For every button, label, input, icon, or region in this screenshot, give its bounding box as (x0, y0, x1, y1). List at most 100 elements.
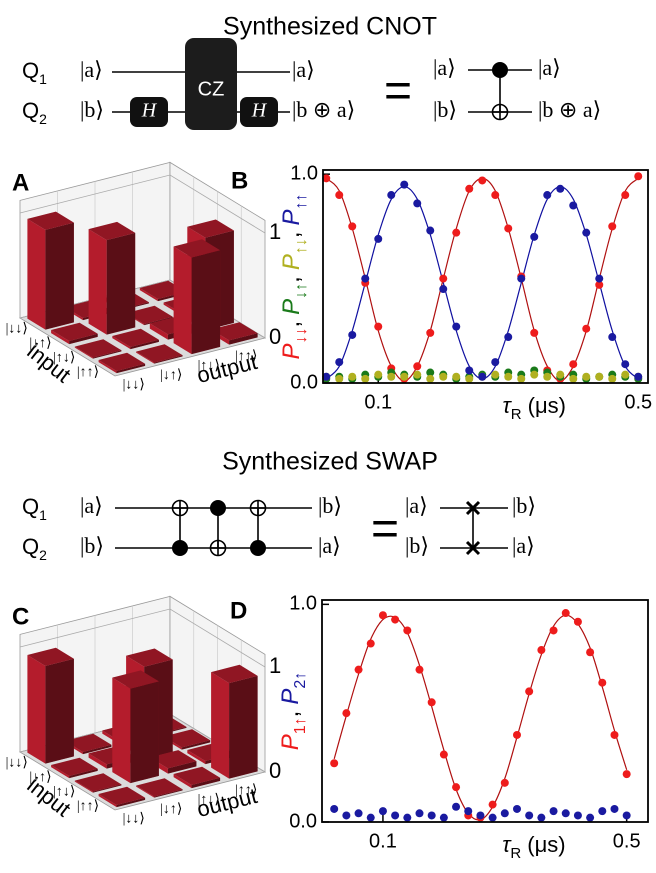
bar-shade (69, 768, 98, 779)
series-sub: ↑↓ (293, 238, 310, 254)
bar (112, 670, 159, 784)
bar-shade (116, 363, 146, 374)
bar-shade (173, 766, 221, 785)
bar-shade (27, 647, 74, 666)
bar-face (211, 672, 230, 779)
bar-shade (163, 729, 211, 748)
bar-shade (191, 777, 221, 789)
data-point (361, 274, 370, 283)
data-point (549, 807, 558, 816)
target (491, 103, 509, 121)
bar-face (51, 765, 70, 779)
bar-shade (173, 239, 221, 258)
bar-shade (136, 344, 183, 363)
cnot-circuit: Synthesized CNOT Q1 Q2 |a⟩ |b⟩ H CZ H |a… (22, 13, 601, 130)
data-point (415, 809, 424, 818)
bar (51, 757, 98, 779)
series-name: P (278, 209, 305, 225)
data-point (598, 678, 607, 687)
data-point (403, 626, 412, 635)
fit-line (325, 177, 639, 382)
bar3d-panel: A01|↓↓⟩|↓↓⟩|↓↑⟩|↓↑⟩|↑↓⟩|↑↓⟩|↑↑⟩|↑↑⟩input… (6, 161, 281, 392)
bar-top (112, 328, 159, 347)
ket: |b⟩ (318, 493, 342, 518)
z-tick-label: 1 (269, 653, 281, 678)
gate-label: H (141, 100, 158, 122)
bar-top (187, 219, 234, 238)
swap-title: Synthesized SWAP (222, 448, 438, 476)
output-state-label: |↓↑⟩ (160, 368, 182, 383)
bar-face (136, 785, 155, 798)
bar-shade (229, 675, 258, 779)
series-name: P (278, 344, 305, 360)
data-point (342, 811, 351, 820)
data-point (537, 646, 546, 655)
chart: D0.1 0.50.01.0P1↑,P2↑τR (μs) (230, 593, 649, 863)
data-point (595, 274, 604, 283)
ket: |b⟩ (405, 533, 429, 558)
data-point (500, 809, 509, 818)
input-state-label: |↑↓⟩ (53, 784, 75, 799)
bar-top (149, 750, 197, 769)
x-label-sub: R (510, 845, 521, 862)
data-point (348, 330, 357, 339)
data-point (491, 191, 500, 200)
ket: |a⟩ (405, 493, 428, 518)
gate-label: CZ (198, 78, 225, 100)
control-dot (492, 62, 508, 78)
bar (74, 339, 122, 359)
ket: |a⟩ (538, 55, 561, 80)
series-name: P (277, 734, 304, 750)
data-point (426, 226, 435, 235)
bar (74, 773, 122, 793)
bar (98, 786, 146, 808)
data-point (622, 811, 631, 820)
x-tick-label: 0.5 (624, 391, 652, 413)
y-tick-label: 1.0 (290, 162, 318, 184)
data-point (426, 368, 435, 377)
bar (173, 239, 221, 355)
input-state-label: |↑↓⟩ (53, 350, 75, 365)
data-point (543, 191, 552, 200)
output-state-label: |↓↑⟩ (160, 802, 182, 817)
bar-shade (74, 773, 122, 792)
data-point (330, 759, 339, 768)
data-point (573, 811, 582, 820)
bar-shade (136, 778, 183, 797)
data-point (525, 811, 534, 820)
x-label-symbol: τ (502, 832, 512, 857)
bar-shade (187, 219, 234, 238)
bar-top (64, 733, 112, 752)
series-name: P (278, 299, 305, 315)
data-point (500, 778, 509, 787)
panel-label: B (231, 167, 248, 194)
bar (51, 322, 98, 345)
bar (136, 778, 183, 798)
bar-face (112, 677, 131, 784)
data-point (439, 274, 448, 283)
bar-face (173, 246, 192, 355)
bar-shade (126, 305, 173, 325)
data-point (530, 232, 539, 241)
bar (211, 322, 258, 345)
data-point (504, 372, 513, 381)
bar-face (187, 750, 206, 765)
data-point (488, 800, 497, 809)
bar-top (211, 322, 258, 341)
x-label-sub: R (511, 406, 522, 423)
data-point (621, 360, 630, 369)
bar-top (74, 339, 122, 358)
ket: |a⟩ (433, 55, 456, 80)
data-point (543, 372, 552, 381)
y-tick-label: 0.0 (290, 371, 318, 393)
data-point (561, 809, 570, 818)
data-point (465, 374, 474, 383)
cnot-gate (171, 499, 189, 556)
data-point (452, 783, 461, 792)
x-axis-label: τR (μs) (502, 832, 565, 863)
data-point (530, 328, 539, 337)
bar-face (51, 330, 70, 345)
bar-shade (98, 786, 146, 805)
data-point (621, 370, 630, 379)
data-point (387, 191, 396, 200)
